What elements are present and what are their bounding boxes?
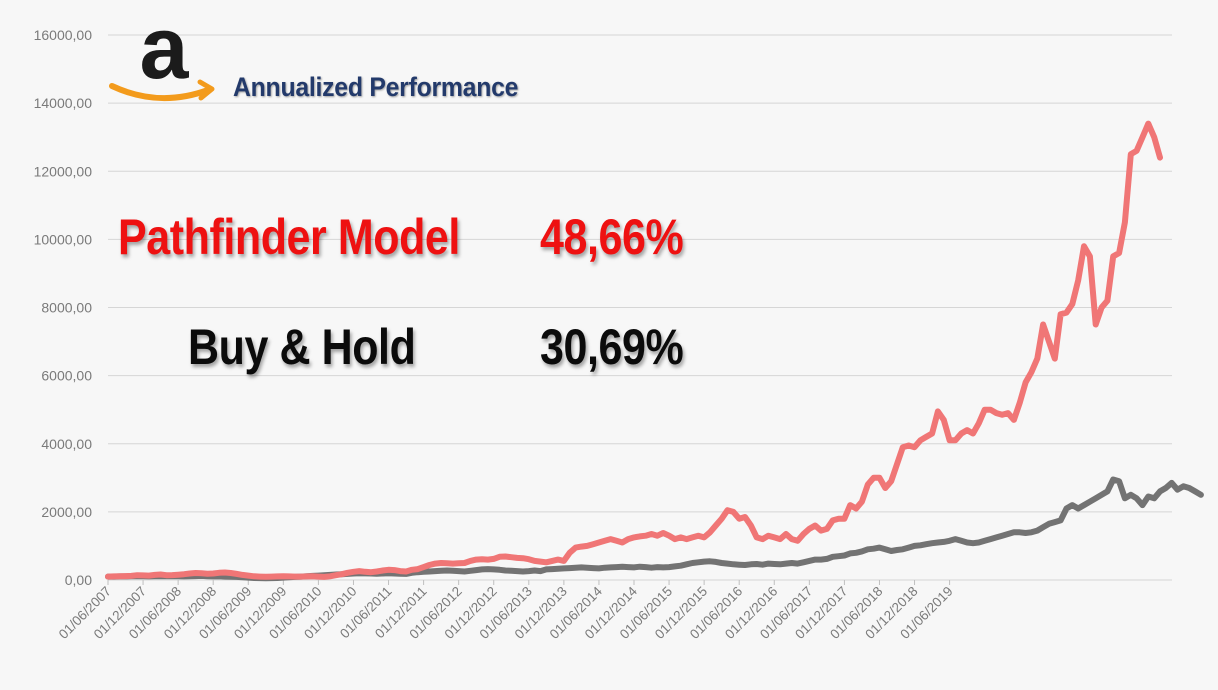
chart-subtitle: Annualized Performance (233, 72, 519, 102)
svg-text:a: a (140, 10, 190, 97)
grid-lines (108, 34, 1172, 581)
y-tick-label: 12000,00 (34, 163, 93, 179)
y-tick-label: 6000,00 (41, 368, 92, 384)
y-tick-label: 0,00 (65, 572, 92, 588)
amazon-logo-icon: a (109, 10, 215, 102)
y-tick-label: 14000,00 (34, 95, 93, 111)
series-line-pathfinder-model (105, 120, 1163, 580)
series-line-buy-and-hold (105, 476, 1204, 582)
y-tick-label: 2000,00 (41, 504, 92, 520)
y-axis-ticks: 0,00 2000,00 4000,00 6000,00 8000,00 10000,00… (34, 27, 93, 588)
buy-hold-annualized-value: 30,69% (540, 319, 684, 375)
model-annualized-value: 48,66% (540, 209, 684, 265)
buy-hold-label: Buy & Hold (188, 319, 416, 375)
y-tick-label: 4000,00 (41, 436, 92, 452)
model-label: Pathfinder Model (118, 209, 460, 265)
y-tick-label: 10000,00 (34, 231, 93, 247)
x-axis-ticks: 01/06/200701/12/200701/06/200801/12/2008… (56, 580, 956, 642)
series-lines (105, 120, 1204, 582)
y-tick-label: 16000,00 (34, 27, 93, 43)
y-tick-label: 8000,00 (41, 300, 92, 316)
